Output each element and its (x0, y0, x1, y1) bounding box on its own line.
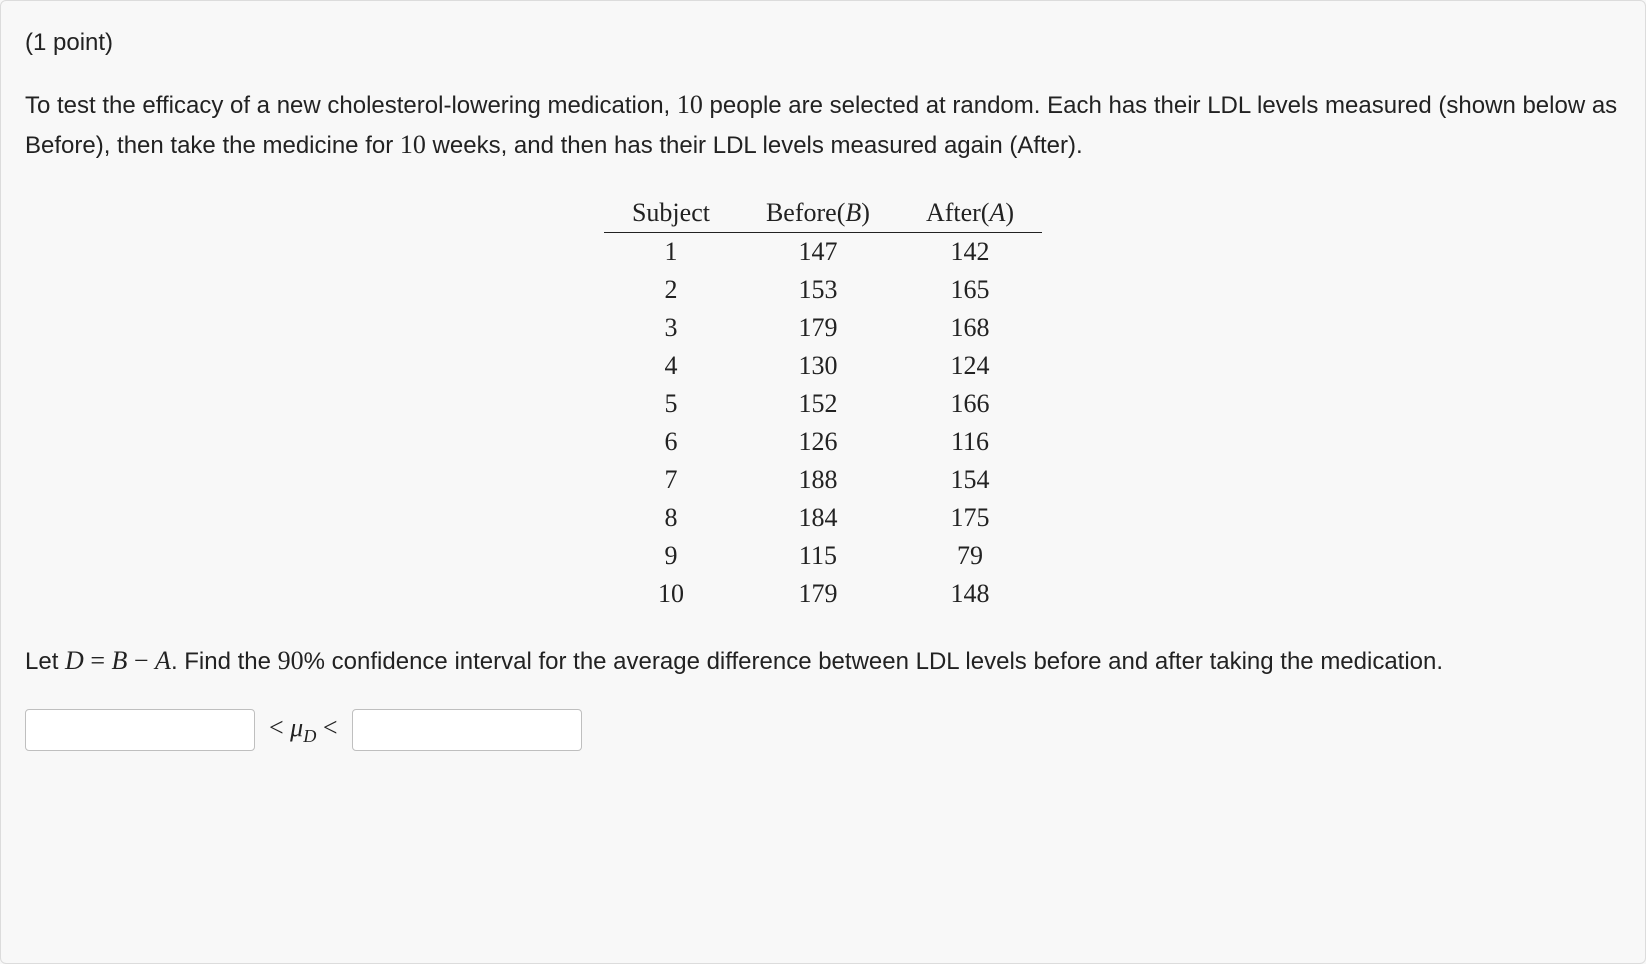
table-row: 1147142 (604, 232, 1042, 271)
cell-after: 124 (898, 347, 1042, 385)
cell-before: 147 (738, 232, 898, 271)
q-part3: confidence interval for the average diff… (325, 648, 1443, 675)
points-label: (1 point) (25, 29, 1621, 57)
after-var: A (989, 198, 1005, 227)
cell-before: 184 (738, 499, 898, 537)
cell-subject: 4 (604, 347, 738, 385)
intro-n-weeks: 10 (400, 130, 426, 159)
mu-sub: D (303, 726, 316, 746)
intro-part3: weeks, and then has their LDL levels mea… (426, 132, 1083, 159)
intro-n-people: 10 (677, 90, 703, 119)
table-row: 3179168 (604, 309, 1042, 347)
before-var: B (845, 198, 861, 227)
question-text: Let D = B − A. Find the 90% confidence i… (25, 641, 1621, 681)
after-close: ) (1005, 198, 1014, 227)
table-row: 5152166 (604, 385, 1042, 423)
q-pct: % (304, 648, 325, 675)
cell-before: 179 (738, 575, 898, 613)
table-row: 4130124 (604, 347, 1042, 385)
col-before: Before(B) (738, 194, 898, 233)
lt2: < (323, 713, 338, 742)
cell-after: 175 (898, 499, 1042, 537)
cell-before: 152 (738, 385, 898, 423)
data-table: Subject Before(B) After(A) 1147142215316… (604, 194, 1042, 613)
q-part2: . Find the (171, 648, 278, 675)
cell-subject: 8 (604, 499, 738, 537)
ci-upper-input[interactable] (352, 709, 582, 751)
cell-after: 165 (898, 271, 1042, 309)
q-minus: − (127, 646, 155, 675)
cell-after: 166 (898, 385, 1042, 423)
before-close: ) (861, 198, 870, 227)
problem-card: (1 point) To test the efficacy of a new … (0, 0, 1646, 964)
cell-before: 126 (738, 423, 898, 461)
col-after: After(A) (898, 194, 1042, 233)
cell-subject: 10 (604, 575, 738, 613)
q-avar: A (155, 646, 171, 675)
cell-subject: 9 (604, 537, 738, 575)
cell-after: 116 (898, 423, 1042, 461)
cell-before: 130 (738, 347, 898, 385)
q-dvar: D (65, 646, 84, 675)
before-label: Before( (766, 198, 845, 227)
cell-after: 168 (898, 309, 1042, 347)
cell-subject: 3 (604, 309, 738, 347)
cell-after: 79 (898, 537, 1042, 575)
intro-text: To test the efficacy of a new cholestero… (25, 85, 1621, 166)
table-row: 911579 (604, 537, 1042, 575)
cell-after: 154 (898, 461, 1042, 499)
cell-subject: 7 (604, 461, 738, 499)
mu-symbol: μ (290, 713, 303, 742)
after-label: After( (926, 198, 990, 227)
intro-part1: To test the efficacy of a new cholestero… (25, 92, 677, 119)
q-conf: 90 (278, 646, 304, 675)
cell-subject: 1 (604, 232, 738, 271)
answer-row: < μD < (25, 709, 1621, 751)
cell-before: 153 (738, 271, 898, 309)
table-row: 6126116 (604, 423, 1042, 461)
cell-before: 115 (738, 537, 898, 575)
cell-before: 188 (738, 461, 898, 499)
q-part1: Let (25, 648, 65, 675)
table-row: 7188154 (604, 461, 1042, 499)
q-bvar: B (111, 646, 127, 675)
table-row: 10179148 (604, 575, 1042, 613)
ci-lower-input[interactable] (25, 709, 255, 751)
q-eq: = (84, 646, 112, 675)
table-body: 1147142215316531791684130124515216661261… (604, 232, 1042, 613)
cell-before: 179 (738, 309, 898, 347)
table-header-row: Subject Before(B) After(A) (604, 194, 1042, 233)
cell-after: 142 (898, 232, 1042, 271)
mu-expression: < μD < (269, 713, 338, 747)
lt1: < (269, 713, 284, 742)
cell-subject: 2 (604, 271, 738, 309)
table-row: 8184175 (604, 499, 1042, 537)
cell-subject: 5 (604, 385, 738, 423)
cell-after: 148 (898, 575, 1042, 613)
table-row: 2153165 (604, 271, 1042, 309)
cell-subject: 6 (604, 423, 738, 461)
col-subject: Subject (604, 194, 738, 233)
